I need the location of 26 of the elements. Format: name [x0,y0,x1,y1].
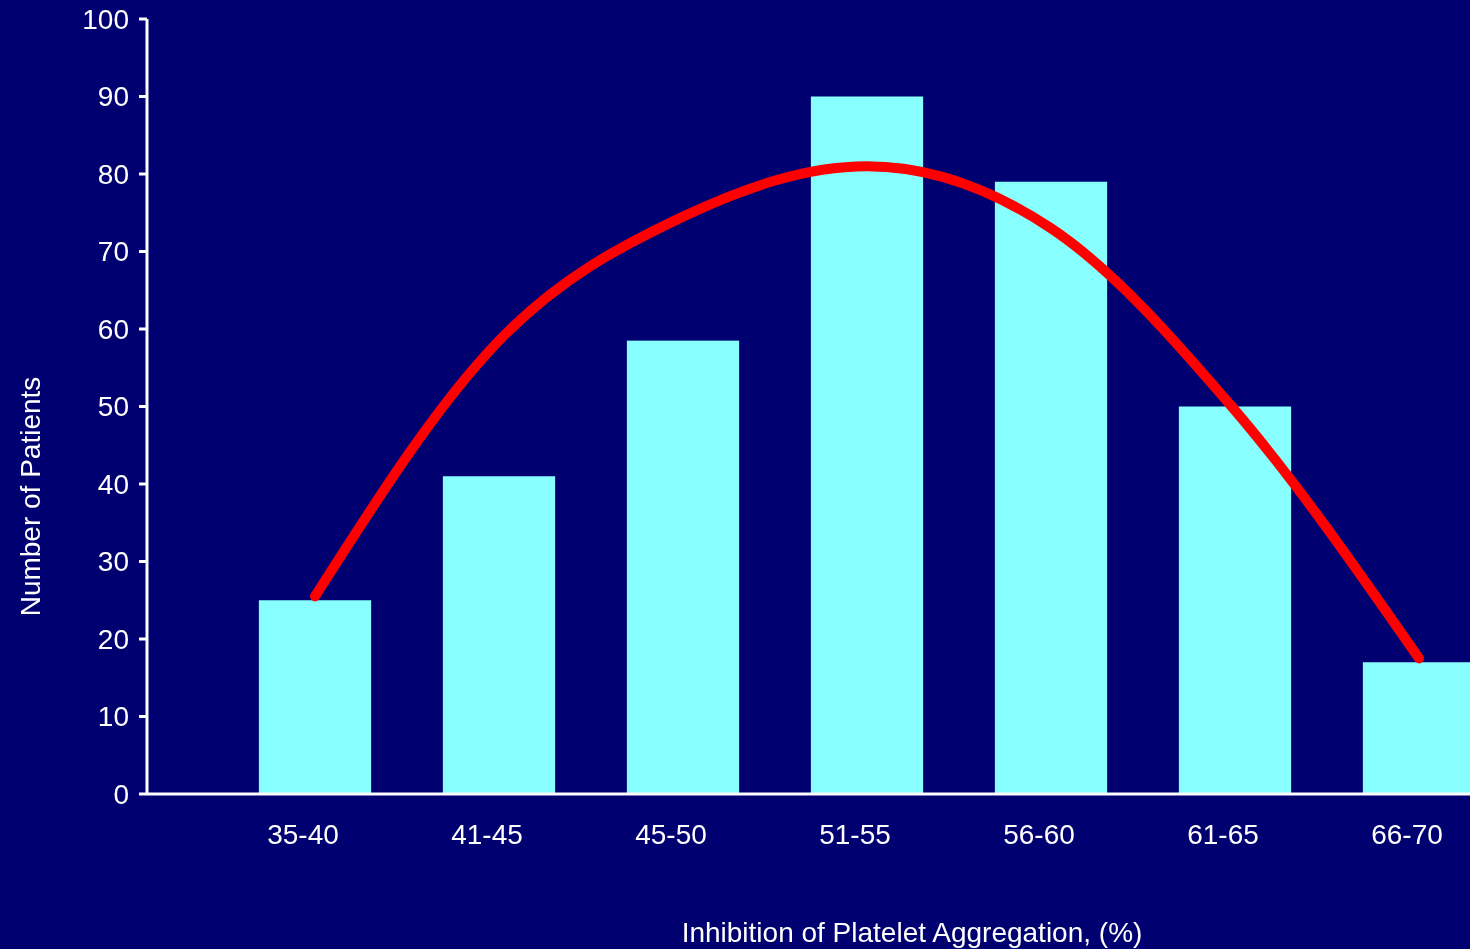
y-tick-label: 10 [97,701,129,732]
bar [442,476,556,794]
y-tick-label: 80 [97,158,129,190]
bar [1178,406,1292,794]
y-tick-label: 90 [97,81,129,112]
x-tick-label: 51-55 [819,818,891,850]
x-tick-label: 56-60 [1003,818,1075,850]
x-tick-label: 45-50 [635,818,707,850]
y-tick-label: 60 [97,313,129,345]
bar [810,96,924,794]
y-tick-label: 40 [97,468,129,500]
y-tick-label: 0 [113,778,129,810]
x-tick-label: 35-40 [267,818,339,850]
y-tick-label: 20 [97,623,129,655]
bar [994,181,1108,794]
y-axis-title: Number of Patients [14,376,46,617]
x-tick-label: 61-65 [1187,818,1259,850]
y-tick-label: 100 [82,3,129,35]
x-tick-label: 66-70 [1371,818,1443,850]
bar [258,600,372,794]
y-tick-label: 30 [97,546,129,577]
y-tick-label: 50 [97,391,129,422]
bar [626,340,740,794]
x-tick-label: 41-45 [451,818,523,850]
y-tick-label: 70 [97,236,129,267]
x-axis-title: Inhibition of Platelet Aggregation, (%) [681,916,1143,948]
